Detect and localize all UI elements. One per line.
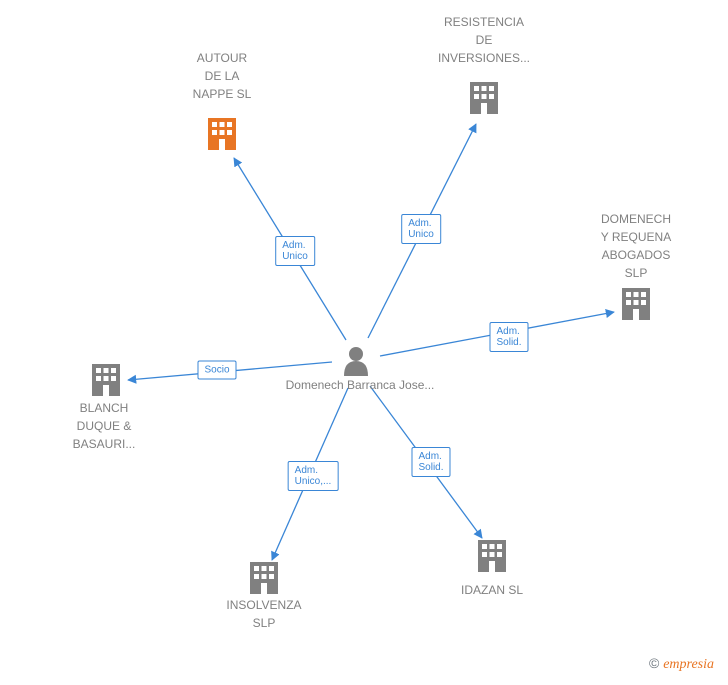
person-icon [344,347,368,376]
edge-label: Adm. Solid. [411,447,450,477]
edge-label: Adm. Unico,... [288,461,339,491]
company-label: AUTOUR DE LA NAPPE SL [193,51,252,101]
edge-label: Adm. Unico [275,236,315,266]
building-icon [478,540,506,572]
network-edges [0,0,728,685]
company-node[interactable]: DOMENECH Y REQUENA ABOGADOS SLP [590,210,682,282]
company-node[interactable]: IDAZAN SL [461,581,523,599]
edge-label: Socio [197,361,236,380]
company-label: INSOLVENZA SLP [226,598,301,630]
center-node-label: Domenech Barranca Jose... [286,378,435,393]
company-node[interactable]: RESISTENCIA DE INVERSIONES... [438,13,530,67]
brand-name: empresia [663,657,714,672]
company-label: BLANCH DUQUE & BASAURI... [73,401,136,451]
company-label: DOMENECH Y REQUENA ABOGADOS SLP [601,212,671,280]
company-label: IDAZAN SL [461,583,523,597]
building-icon [92,364,120,396]
watermark: © empresia [649,655,714,673]
company-label: RESISTENCIA DE INVERSIONES... [438,15,530,65]
copyright-symbol: © [649,655,659,671]
company-node[interactable]: AUTOUR DE LA NAPPE SL [193,49,252,103]
company-node[interactable]: BLANCH DUQUE & BASAURI... [73,399,136,453]
company-node[interactable]: INSOLVENZA SLP [226,596,301,632]
edge-label: Adm. Unico [401,214,441,244]
edge-label: Adm. Solid. [489,322,528,352]
building-icon [470,82,498,114]
building-icon [622,288,650,320]
building-icon [250,562,278,594]
building-icon [208,118,236,150]
